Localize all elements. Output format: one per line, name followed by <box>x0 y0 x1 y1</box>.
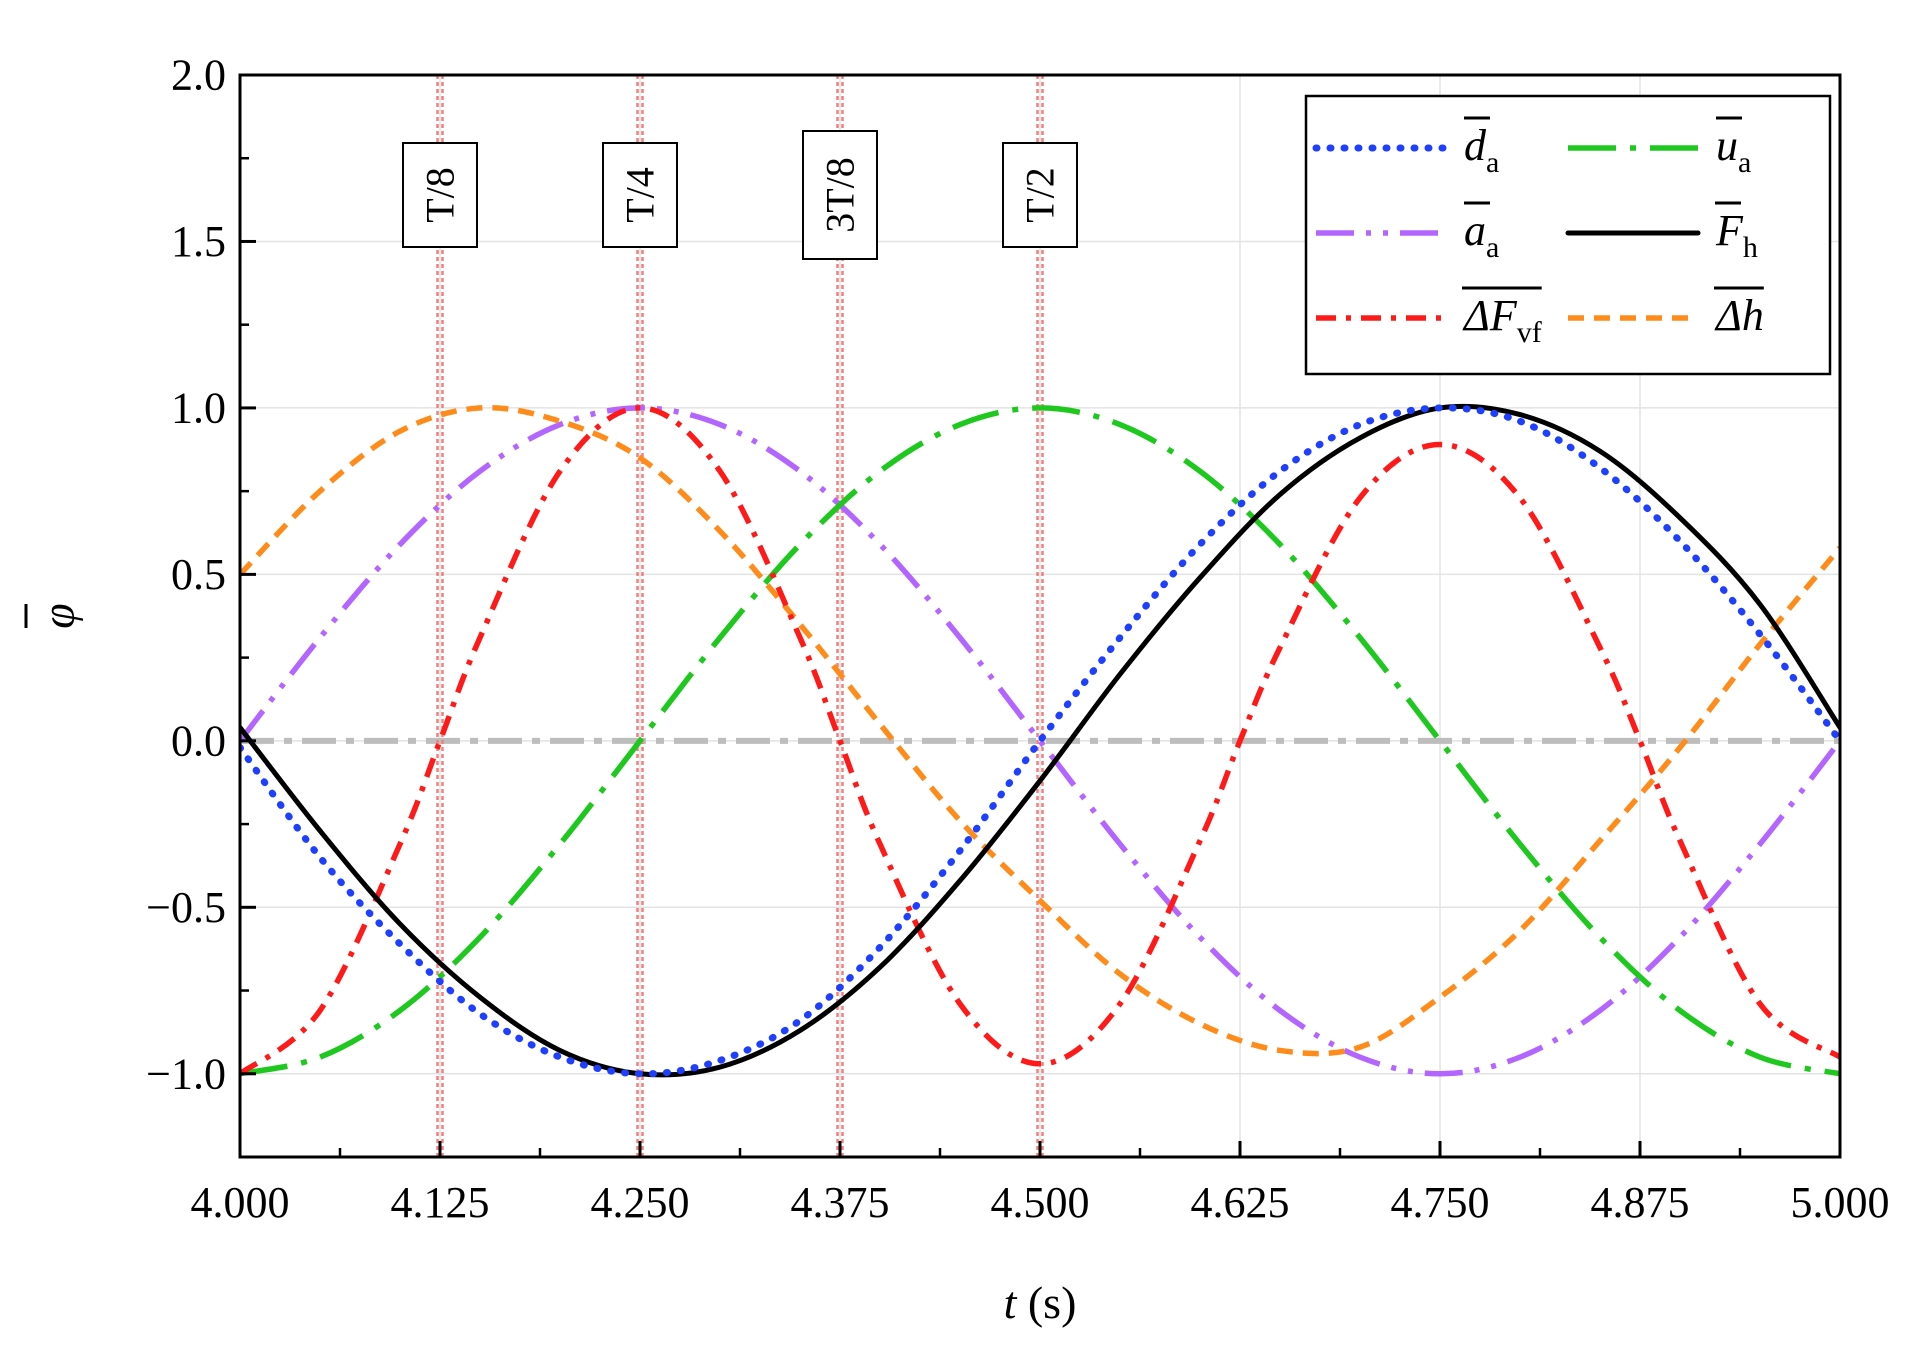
y-tick-label: 1.0 <box>171 383 226 432</box>
x-axis-unit: (s) <box>1016 1277 1076 1328</box>
legend-label-a-a: aa <box>1464 206 1499 264</box>
x-tick-label: 4.375 <box>791 1178 890 1227</box>
legend-symbol: Δh <box>1714 291 1764 340</box>
legend-subscript: a <box>1486 146 1499 179</box>
legend-label-d-a: da <box>1464 121 1499 179</box>
y-tick-label: 1.5 <box>171 217 226 266</box>
legend-symbol: a <box>1464 206 1486 255</box>
y-tick-label: 2.0 <box>171 51 226 100</box>
series-line-F-h <box>240 403 1840 1078</box>
marker-label-box <box>602 142 678 248</box>
x-tick-label: 4.625 <box>1191 1178 1290 1227</box>
x-tick-label: 4.250 <box>591 1178 690 1227</box>
legend-box <box>1304 94 1832 376</box>
legend-symbol: u <box>1716 121 1738 170</box>
legend-subscript: a <box>1486 231 1499 264</box>
series-line-dh <box>240 404 1840 1057</box>
x-tick-label: 4.500 <box>991 1178 1090 1227</box>
axis-titles: t (s) φ <box>24 603 1077 1328</box>
marker-label: T/2 <box>1018 167 1063 223</box>
x-axis-title: t (s) <box>1004 1277 1077 1328</box>
y-tick-label: 0.5 <box>171 550 226 599</box>
legend-subscript: a <box>1738 146 1751 179</box>
marker-label-box <box>802 130 878 260</box>
x-tick-label: 4.000 <box>191 1178 290 1227</box>
marker-label-box <box>1002 142 1078 248</box>
series-line-u-a <box>240 405 1840 1077</box>
marker-label: 3T/8 <box>818 157 863 233</box>
legend-label-F-h: Fh <box>1715 206 1758 264</box>
x-tick-label: 4.125 <box>391 1178 490 1227</box>
legend-symbol: F <box>1715 206 1744 255</box>
legend-label-u-a: ua <box>1716 121 1751 179</box>
marker-label-box <box>402 142 478 248</box>
x-tick-label: 4.750 <box>1391 1178 1490 1227</box>
legend-symbol: d <box>1464 121 1487 170</box>
ticks: 4.000 4.125 4.250 4.375 4.500 4.625 4.750 4.875… <box>146 51 1889 1228</box>
legend-label-dh: Δh <box>1714 291 1764 340</box>
period-markers: T/8 T/4 3T/8 T/2 <box>402 75 1078 1157</box>
series-line-a-a <box>240 405 1840 1077</box>
legend-symbol: ΔF <box>1462 291 1518 340</box>
marker-label: T/8 <box>418 167 463 223</box>
series-lines <box>240 403 1840 1078</box>
series-line-dF-vf <box>240 405 1840 1076</box>
series-line-d-a <box>240 404 1840 1078</box>
x-axis-variable: t <box>1004 1277 1018 1328</box>
x-tick-label: 5.000 <box>1791 1178 1890 1227</box>
legend-subscript: vf <box>1517 316 1542 349</box>
legend-label-dF-vf: ΔFvf <box>1462 291 1542 349</box>
y-tick-label: −1.0 <box>146 1049 226 1098</box>
y-tick-label: 0.0 <box>171 716 226 765</box>
y-axis-title: φ <box>33 603 84 628</box>
x-tick-label: 4.875 <box>1591 1178 1690 1227</box>
marker-label: T/4 <box>618 167 663 223</box>
y-tick-label: −0.5 <box>146 883 226 932</box>
legend-subscript: h <box>1743 231 1758 264</box>
